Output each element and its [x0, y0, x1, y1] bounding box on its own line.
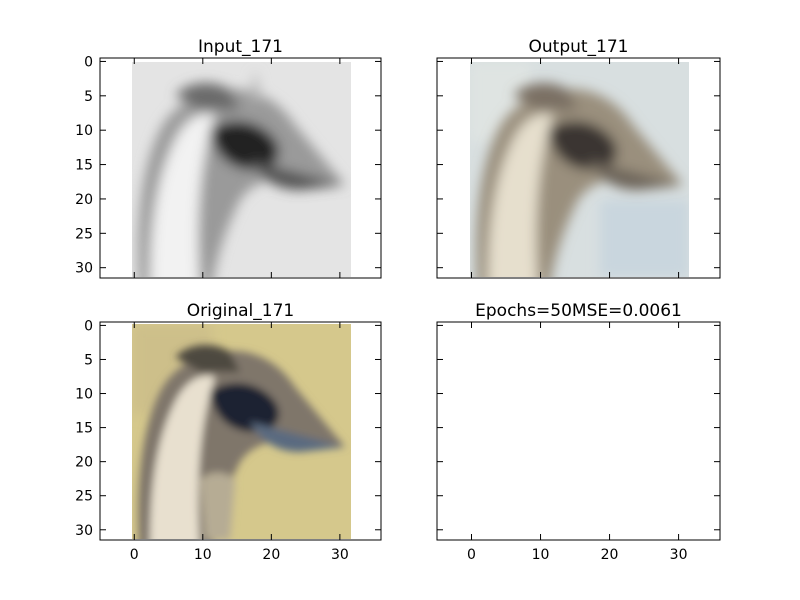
axes-input: 0 5 10 15 20 25 30 Input_171 [75, 37, 382, 279]
y-tick-label: 0 [84, 318, 93, 334]
axes-frame [436, 57, 721, 279]
y-tick-label: 10 [75, 387, 93, 403]
axes-output: Output_171 [436, 37, 721, 279]
x-tick-label: 30 [331, 547, 349, 563]
x-tick-label: 20 [262, 547, 280, 563]
y-tick-label: 25 [75, 489, 93, 505]
y-tick-label: 20 [75, 192, 93, 208]
y-tick-label: 5 [84, 352, 93, 368]
y-tick-label: 25 [75, 226, 93, 242]
axes-epochs: 0 10 20 30 Epochs=50MSE=0.0061 [436, 301, 721, 563]
axes-title: Output_171 [529, 37, 629, 57]
axes-frame [99, 57, 382, 279]
axes-layer: 0 5 10 15 20 25 30 Input_171 Output_171 0 10 20 30 0 5… [75, 37, 721, 563]
input-image [132, 62, 351, 277]
x-tick-label: 10 [532, 547, 550, 563]
x-tick-label: 0 [130, 547, 139, 563]
x-tick-label: 20 [601, 547, 619, 563]
y-tick-label: 5 [84, 89, 93, 105]
output-image [470, 62, 689, 277]
axes-frame [99, 321, 382, 541]
y-tick-label: 0 [84, 54, 93, 70]
axes-frame [436, 321, 721, 541]
x-tick-label: 10 [194, 547, 212, 563]
axes-title: Epochs=50MSE=0.0061 [475, 301, 682, 321]
y-tick-label: 15 [75, 421, 93, 437]
axes-title: Original_171 [187, 301, 294, 321]
axes-original: 0 10 20 30 0 5 10 15 20 25 30 Original_171 [75, 301, 382, 563]
y-tick-label: 30 [75, 261, 93, 277]
x-tick-label: 0 [467, 547, 476, 563]
y-tick-label: 10 [75, 123, 93, 139]
y-tick-label: 15 [75, 158, 93, 174]
y-tick-label: 20 [75, 455, 93, 471]
y-tick-label: 30 [75, 523, 93, 539]
x-tick-label: 30 [670, 547, 688, 563]
original-image [132, 324, 351, 539]
axes-title: Input_171 [198, 37, 283, 57]
